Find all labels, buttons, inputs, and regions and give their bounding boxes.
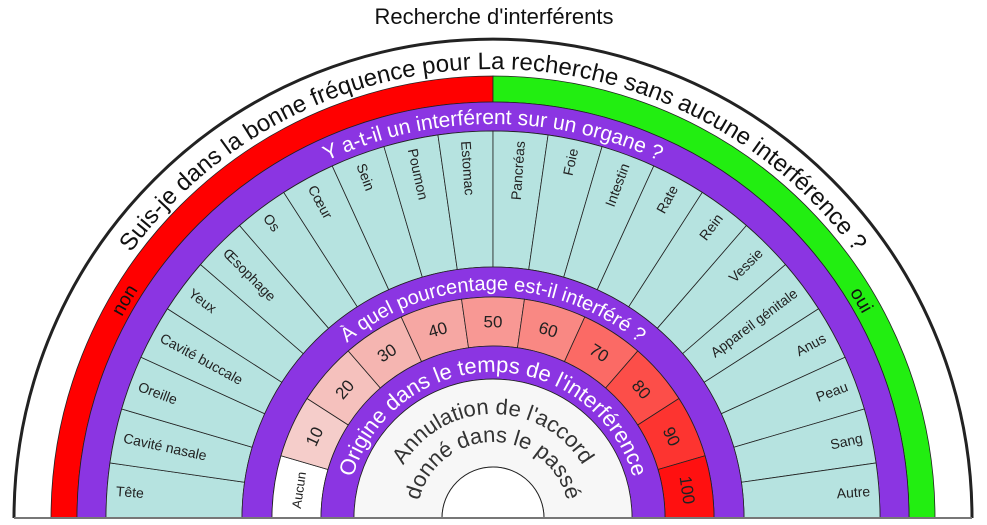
center-hub bbox=[441, 466, 545, 519]
percent-label: Aucun bbox=[289, 471, 309, 510]
percent-label: 100 bbox=[676, 475, 699, 506]
organ-label: Tête bbox=[115, 483, 144, 501]
organ-label: Autre bbox=[836, 483, 871, 501]
outer-arc bbox=[12, 37, 974, 519]
organ-label: Foie bbox=[560, 147, 581, 177]
organ-label: Pancréas bbox=[508, 140, 528, 200]
percent-label: 50 bbox=[484, 313, 503, 332]
organ-label: Sang bbox=[829, 430, 864, 453]
organ-label: Estomac bbox=[458, 140, 478, 195]
percent-label: 60 bbox=[536, 318, 560, 342]
percent-label: 40 bbox=[426, 318, 450, 342]
chart-title: Recherche d'interférents bbox=[375, 4, 614, 29]
